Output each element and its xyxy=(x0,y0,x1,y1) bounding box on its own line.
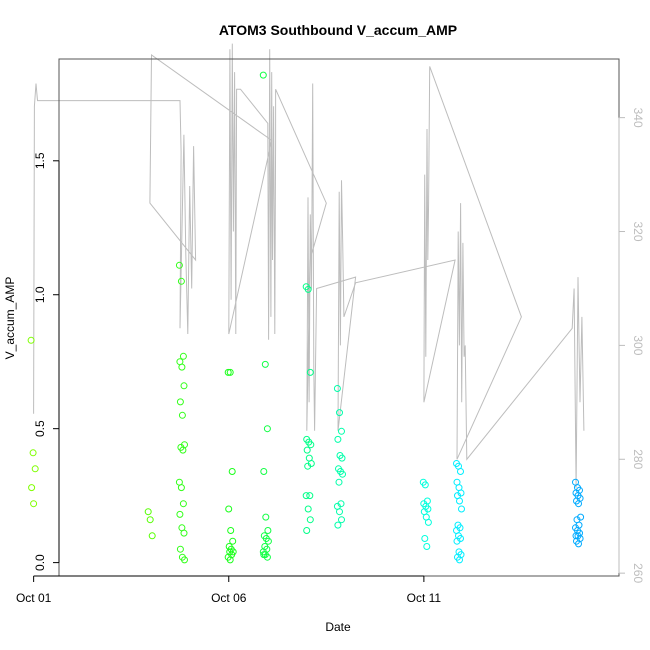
data-point xyxy=(424,518,432,526)
y2-tick-label: 280 xyxy=(631,449,645,469)
data-point xyxy=(338,454,346,462)
x-tick-label: Oct 06 xyxy=(211,591,247,605)
data-point xyxy=(261,360,269,368)
data-point xyxy=(260,551,268,559)
data-point xyxy=(260,468,268,475)
data-point xyxy=(30,500,38,508)
y2-tick-label: 300 xyxy=(631,335,645,355)
data-point xyxy=(146,516,154,524)
x-axis-label: Date xyxy=(325,620,351,634)
y-tick-label: 1.0 xyxy=(33,286,47,303)
data-point xyxy=(338,516,345,524)
data-point xyxy=(306,492,314,500)
data-point xyxy=(225,505,233,513)
data-point xyxy=(177,277,185,285)
data-point xyxy=(28,484,36,492)
data-point xyxy=(229,537,237,545)
data-point xyxy=(304,462,312,470)
data-point xyxy=(144,508,152,516)
data-point xyxy=(180,382,188,390)
data-point xyxy=(228,468,236,475)
data-point xyxy=(178,411,186,419)
data-point xyxy=(226,556,234,564)
data-point xyxy=(306,516,314,524)
data-point xyxy=(264,537,272,545)
data-point xyxy=(259,71,267,79)
data-point xyxy=(29,449,37,457)
series-line-right-axis xyxy=(33,43,585,488)
data-point xyxy=(148,532,156,540)
data-point xyxy=(456,497,463,505)
x-tick-label: Oct 11 xyxy=(407,591,442,605)
data-point xyxy=(334,521,342,529)
data-point xyxy=(423,543,431,550)
data-point xyxy=(421,535,429,542)
data-point xyxy=(263,425,271,433)
chart-title: ATOM3 Southbound V_accum_AMP xyxy=(219,22,457,38)
data-point xyxy=(176,545,184,553)
y2-tick-label: 320 xyxy=(631,222,645,242)
data-point xyxy=(180,529,188,537)
y2-tick-label: 260 xyxy=(631,563,645,583)
data-point xyxy=(333,385,341,392)
data-point xyxy=(335,478,343,486)
y-axis: 0.0 0.5 1.0 1.5 xyxy=(33,152,60,571)
data-point xyxy=(179,352,187,360)
plot-area xyxy=(27,43,585,564)
data-point xyxy=(575,540,582,548)
data-point xyxy=(303,446,311,454)
data-point xyxy=(336,409,343,417)
data-point xyxy=(264,527,272,534)
y-tick-label: 0.0 xyxy=(33,554,47,571)
data-point xyxy=(457,468,464,475)
y-tick-label: 1.5 xyxy=(33,152,47,169)
data-point xyxy=(334,435,342,443)
data-point xyxy=(179,500,187,508)
data-point xyxy=(304,505,312,513)
y-tick-label: 0.5 xyxy=(33,420,47,437)
data-point xyxy=(304,285,312,293)
data-point xyxy=(226,368,234,376)
data-point xyxy=(27,336,35,344)
data-point xyxy=(338,427,345,435)
y2-tick-label: 340 xyxy=(631,108,645,128)
data-point xyxy=(453,537,461,545)
y2-axis: 260 280 300 320 340 xyxy=(618,108,645,583)
data-point xyxy=(458,505,465,513)
data-point xyxy=(336,508,343,516)
data-point xyxy=(421,481,429,489)
data-point xyxy=(224,368,232,376)
x-axis: Oct 01 Oct 06 Oct 11 xyxy=(16,575,442,605)
data-point xyxy=(302,492,310,500)
data-point xyxy=(31,465,39,473)
data-point xyxy=(179,446,187,454)
data-point xyxy=(175,261,183,269)
y-axis-label: V_accum_AMP xyxy=(3,277,17,360)
data-point xyxy=(178,363,186,371)
data-point xyxy=(181,556,188,564)
data-point xyxy=(176,510,184,518)
data-point xyxy=(339,470,346,478)
data-point xyxy=(575,500,582,508)
data-point xyxy=(176,398,184,406)
data-point xyxy=(303,527,311,534)
data-point xyxy=(227,527,235,534)
data-point xyxy=(307,441,315,449)
data-point xyxy=(456,556,463,564)
data-point xyxy=(306,368,314,376)
data-point xyxy=(177,484,185,492)
x-tick-label: Oct 01 xyxy=(16,591,52,605)
data-point xyxy=(262,513,270,521)
